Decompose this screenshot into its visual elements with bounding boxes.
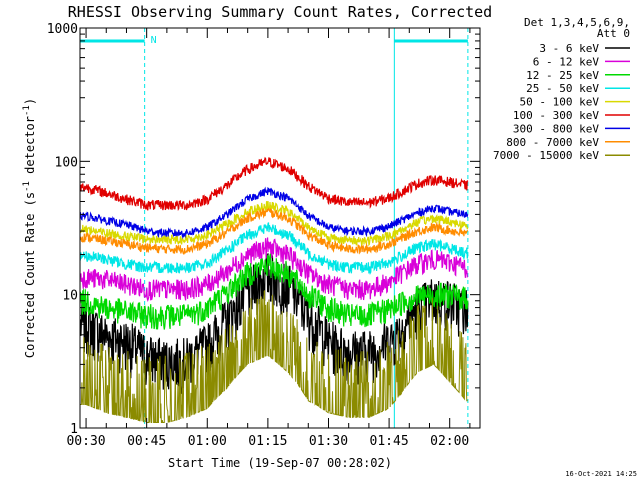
legend-label: 50 - 100 keV [520, 96, 600, 109]
legend-label: 800 - 7000 keV [506, 136, 599, 149]
x-axis-label: Start Time (19-Sep-07 00:28:02) [168, 456, 392, 470]
legend-header-line: Att 0 [597, 27, 630, 40]
legend-label: 7000 - 15000 keV [493, 149, 599, 162]
legend-label: 300 - 800 keV [513, 122, 599, 135]
y-label-part: detector [23, 116, 37, 181]
chart-title: RHESSI Observing Summary Count Rates, Co… [68, 3, 492, 21]
y-tick-label: 1000 [47, 22, 78, 37]
x-tick-label: 02:00 [430, 434, 469, 449]
series-line [79, 207, 469, 255]
y-label-superscript: -1 [22, 181, 32, 192]
series-line [79, 253, 469, 330]
y-tick-label: 1 [70, 422, 78, 437]
x-axis: 00:30 00:45 01:00 01:15 01:30 01:45 02:00 [66, 28, 471, 449]
x-tick-label: 01:45 [370, 434, 409, 449]
plot-frame [79, 27, 481, 429]
legend-header-line: Det 1,3,4,5,6,9, [524, 16, 630, 29]
legend-label: 6 - 12 keV [533, 55, 600, 68]
x-tick-label: 00:45 [127, 434, 166, 449]
series-layer [79, 156, 469, 423]
series-line [79, 156, 469, 211]
series-line [80, 289, 468, 423]
y-label-part: ) [23, 98, 37, 105]
series-line [79, 200, 469, 247]
y-tick-label: 100 [55, 155, 78, 170]
night-label: N [151, 35, 157, 46]
legend-label: 100 - 300 keV [513, 109, 599, 122]
legend-label: 3 - 6 keV [539, 42, 599, 55]
x-tick-label: 01:00 [188, 434, 227, 449]
series-line [79, 222, 469, 276]
y-label-superscript: -1 [22, 105, 32, 116]
legend-label: 12 - 25 keV [526, 69, 599, 82]
x-tick-label: 01:15 [248, 434, 287, 449]
series-line [79, 186, 469, 240]
y-axis: 1 10 100 1000 [47, 22, 480, 437]
legend-label: 25 - 50 keV [526, 82, 599, 95]
y-tick-label: 10 [62, 289, 78, 304]
x-tick-label: 00:30 [66, 434, 105, 449]
y-axis-label: Corrected Count Rate (s-1 detector-1) [22, 98, 37, 358]
plot-area: N [79, 28, 469, 428]
y-label-part: Corrected Count Rate (s [23, 192, 37, 358]
footer-timestamp: 16-Oct-2021 14:25 [565, 470, 637, 478]
series-line [79, 237, 469, 303]
x-tick-label: 01:30 [309, 434, 348, 449]
